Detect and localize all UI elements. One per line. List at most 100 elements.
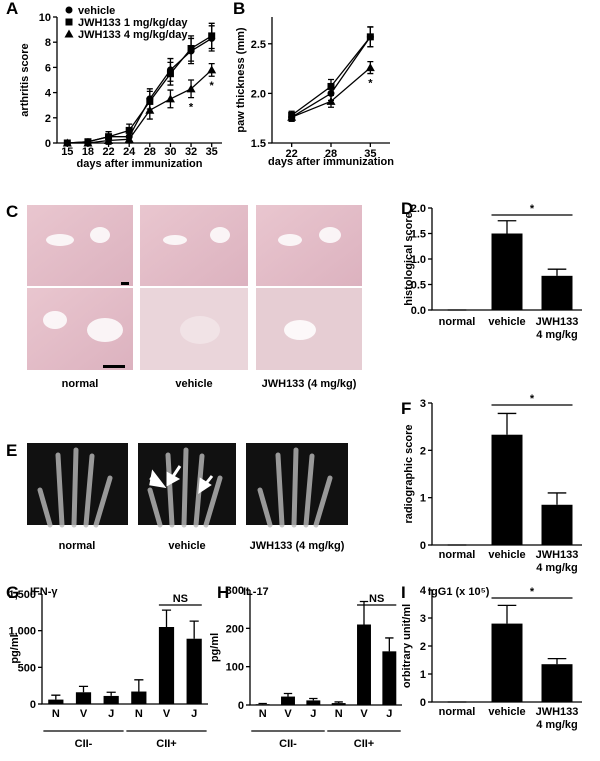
image-caption: JWH133 (4 mg/kg) — [262, 378, 357, 390]
annotation: * — [189, 102, 194, 114]
y-tick-label: 4 — [420, 585, 427, 597]
x-axis-label: days after immunization — [77, 158, 203, 170]
marker — [187, 45, 195, 52]
chart-title: IL-17 — [243, 586, 269, 598]
bar — [186, 638, 202, 704]
bar — [541, 275, 573, 310]
error-bar — [189, 620, 199, 639]
x-tick-label: N — [335, 708, 343, 720]
bar — [103, 695, 119, 704]
marker — [62, 138, 72, 147]
y-axis-label: arthritis score — [19, 43, 31, 116]
y-tick-label: 0.5 — [411, 280, 426, 292]
y-tick-label: 1,500 — [8, 589, 36, 601]
image — [27, 205, 133, 286]
y-tick-label: 1.0 — [411, 254, 426, 266]
y-tick-label: 1 — [420, 669, 426, 681]
annotation: * — [530, 393, 535, 405]
y-tick-label: 4 — [45, 88, 52, 100]
error-bar — [497, 412, 517, 435]
annotation: * — [530, 586, 535, 598]
error-bar — [385, 637, 394, 652]
bar — [491, 623, 523, 702]
y-tick-label: 2.5 — [251, 39, 266, 51]
y-tick-label: 2 — [45, 113, 51, 125]
histology-images — [27, 205, 362, 370]
y-tick-label: 200 — [226, 623, 244, 635]
legend-marker — [65, 18, 73, 26]
annotation: * — [368, 78, 373, 90]
bar — [541, 664, 573, 702]
x-tick-label: J — [386, 708, 392, 720]
x-tick-label: V — [80, 708, 88, 720]
x-tick-label: vehicle — [488, 316, 525, 328]
error-bar — [334, 701, 343, 704]
x-tick-label: JWH133 4 mg/kg — [536, 706, 579, 731]
annotation: NS — [173, 593, 188, 605]
legend-label: JWH133 1 mg/kg/day — [78, 17, 188, 29]
bar — [491, 434, 523, 545]
y-tick-label: 0 — [420, 540, 426, 552]
x-tick-label: 22 — [286, 148, 298, 160]
x-tick-label: V — [360, 708, 368, 720]
marker — [104, 135, 114, 144]
axis — [249, 590, 402, 706]
panel-letter: B — [233, 0, 245, 18]
x-tick-label: vehicle — [488, 706, 525, 718]
x-tick-label: N — [135, 708, 143, 720]
y-tick-label: 300 — [226, 585, 244, 597]
legend-label: vehicle — [78, 5, 115, 17]
bar — [541, 504, 573, 545]
error-bar — [134, 679, 144, 692]
marker — [165, 94, 175, 103]
legend-marker — [64, 29, 74, 38]
x-tick-label: normal — [439, 549, 476, 561]
bar — [75, 692, 92, 704]
marker — [125, 126, 133, 134]
x-tick-label: 30 — [164, 146, 176, 158]
bar — [281, 696, 295, 705]
error-bar — [547, 657, 567, 665]
error-bar — [161, 609, 172, 627]
y-axis-label: orbitrary unit/ml — [401, 604, 413, 688]
y-tick-label: 1.5 — [251, 138, 266, 150]
bar — [382, 651, 397, 705]
group-label: CII+ — [156, 738, 176, 750]
image-caption: JWH133 (4 mg/kg) — [250, 540, 345, 552]
group-label: CII- — [279, 738, 297, 750]
panel-letter: D — [401, 199, 413, 218]
x-tick-label: N — [52, 708, 60, 720]
y-axis-label: radiographic score — [403, 424, 415, 523]
image-caption: normal — [62, 378, 99, 390]
bar — [48, 699, 64, 704]
panel-letter: F — [401, 399, 411, 418]
image-caption: vehicle — [175, 378, 212, 390]
chart-title: IFN-γ — [30, 586, 58, 598]
y-tick-label: 2.0 — [251, 88, 266, 100]
marker — [186, 84, 196, 93]
x-tick-label: V — [163, 708, 171, 720]
marker — [208, 32, 216, 40]
y-tick-label: 3 — [420, 613, 426, 625]
y-tick-label: 0 — [420, 697, 426, 709]
y-tick-label: 0 — [45, 138, 51, 150]
bar — [331, 703, 346, 705]
marker — [327, 82, 335, 90]
y-tick-label: 0 — [238, 700, 244, 712]
panel-letter: I — [401, 583, 406, 602]
image-caption: normal — [59, 540, 96, 552]
error-bar — [309, 697, 318, 701]
x-tick-label: J — [191, 708, 197, 720]
x-tick-label: normal — [439, 316, 476, 328]
x-tick-label: N — [259, 708, 267, 720]
error-bar — [497, 604, 517, 624]
error-bar — [51, 694, 61, 700]
y-tick-label: 10 — [39, 12, 51, 24]
error-bar — [547, 268, 567, 276]
group-label: CII+ — [354, 738, 374, 750]
y-axis-label: paw thickness (mm) — [235, 27, 247, 132]
x-tick-label: 22 — [102, 146, 114, 158]
legend-marker — [65, 6, 73, 14]
x-tick-label: 15 — [61, 146, 73, 158]
